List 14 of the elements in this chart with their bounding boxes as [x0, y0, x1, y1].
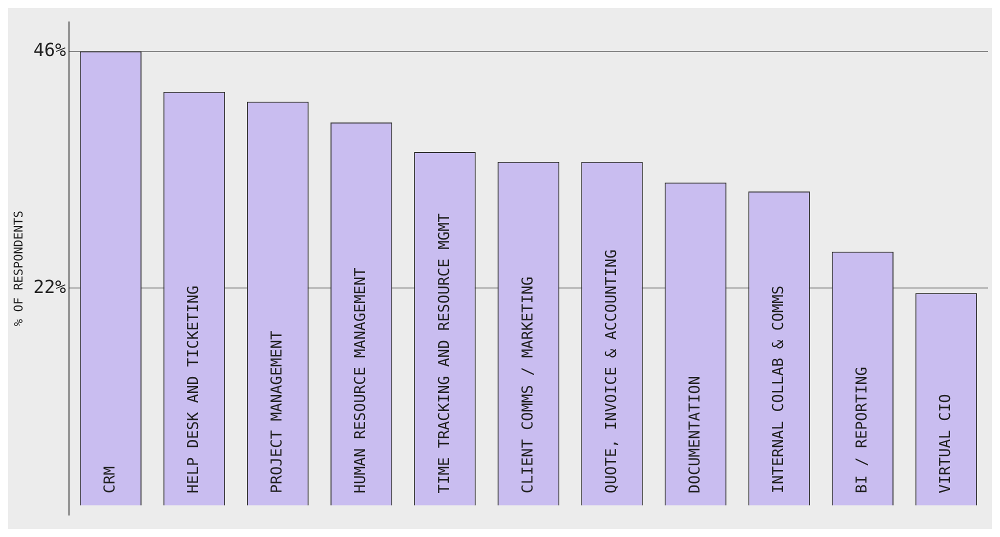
x-tick-label: HELP DESK AND TICKETING — [184, 286, 202, 494]
x-tick-label: BI / REPORTING — [852, 366, 871, 494]
x-tick-label: CLIENT COMMS / MARKETING — [518, 276, 536, 494]
x-tick-label: QUOTE, INVOICE & ACCOUNTING — [602, 249, 620, 494]
x-tick-label: CRM — [100, 466, 119, 494]
x-tick-label: VIRTUAL CIO — [936, 394, 954, 494]
x-tick-label: INTERNAL COLLAB & COMMS — [769, 286, 788, 494]
y-tick-label: 22% — [33, 276, 66, 298]
y-tick-label: 46% — [33, 40, 66, 62]
y-axis-title: % OF RESPONDENTS — [11, 210, 26, 326]
x-tick-label: DOCUMENTATION — [685, 376, 704, 494]
x-tick-label: TIME TRACKING AND RESOURCE MGMT — [434, 213, 453, 494]
x-tick-label: HUMAN RESOURCE MANAGEMENT — [351, 268, 370, 494]
x-tick-label: PROJECT MANAGEMENT — [268, 330, 286, 494]
